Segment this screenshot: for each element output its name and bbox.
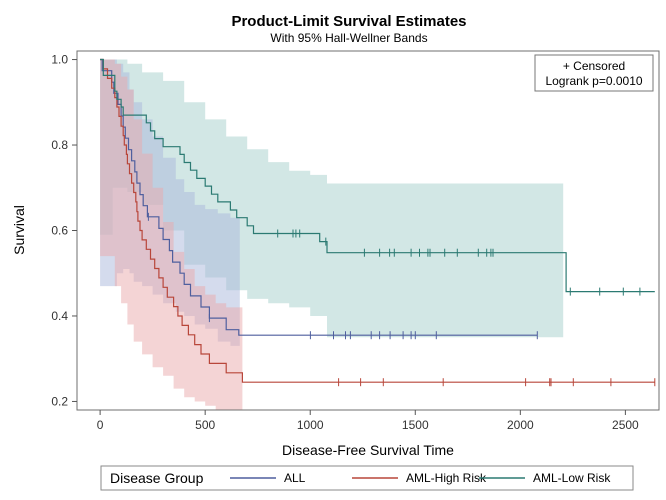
x-tick-label: 0 xyxy=(97,418,104,432)
curve-all xyxy=(100,58,538,336)
y-tick-label: 0.6 xyxy=(51,224,68,238)
legend-label-aml-low-risk: AML-Low Risk xyxy=(533,471,611,485)
legend-label-all: ALL xyxy=(284,471,306,485)
y-tick-label: 0.4 xyxy=(51,309,68,323)
inset-logrank-text: Logrank p=0.0010 xyxy=(545,74,642,88)
censor-markers xyxy=(147,212,656,387)
chart-title: Product-Limit Survival Estimates xyxy=(231,13,466,30)
x-tick-label: 1000 xyxy=(297,418,324,432)
x-tick-label: 2000 xyxy=(507,418,534,432)
confidence-bands xyxy=(100,59,564,410)
curve-aml-low-risk xyxy=(100,58,655,293)
inset-box xyxy=(534,54,654,92)
chart-subtitle: With 95% Hall-Wellner Bands xyxy=(270,31,427,45)
legend-items: ALL AML-High Risk AML-Low Risk xyxy=(230,471,611,485)
x-axis: 0 500 1000 1500 2000 2500 xyxy=(97,410,639,432)
inset-censored-text: + Censored xyxy=(563,59,625,73)
y-tick-label: 0.2 xyxy=(51,394,68,408)
x-tick-label: 2500 xyxy=(612,418,639,432)
legend-title: Disease Group xyxy=(110,470,204,486)
y-tick-label: 0.8 xyxy=(51,138,68,152)
x-tick-label: 1500 xyxy=(402,418,429,432)
curve-aml-high-risk xyxy=(100,58,655,383)
y-tick-label: 1.0 xyxy=(51,53,68,67)
survival-curves xyxy=(100,58,655,383)
y-axis-label: Survival xyxy=(11,205,27,255)
x-axis-label: Disease-Free Survival Time xyxy=(282,442,454,458)
y-axis: 0.2 0.4 0.6 0.8 1.0 xyxy=(51,53,77,408)
legend-label-aml-high-risk: AML-High Risk xyxy=(406,471,487,485)
band-aml-high-risk xyxy=(100,59,243,410)
x-tick-label: 500 xyxy=(195,418,215,432)
